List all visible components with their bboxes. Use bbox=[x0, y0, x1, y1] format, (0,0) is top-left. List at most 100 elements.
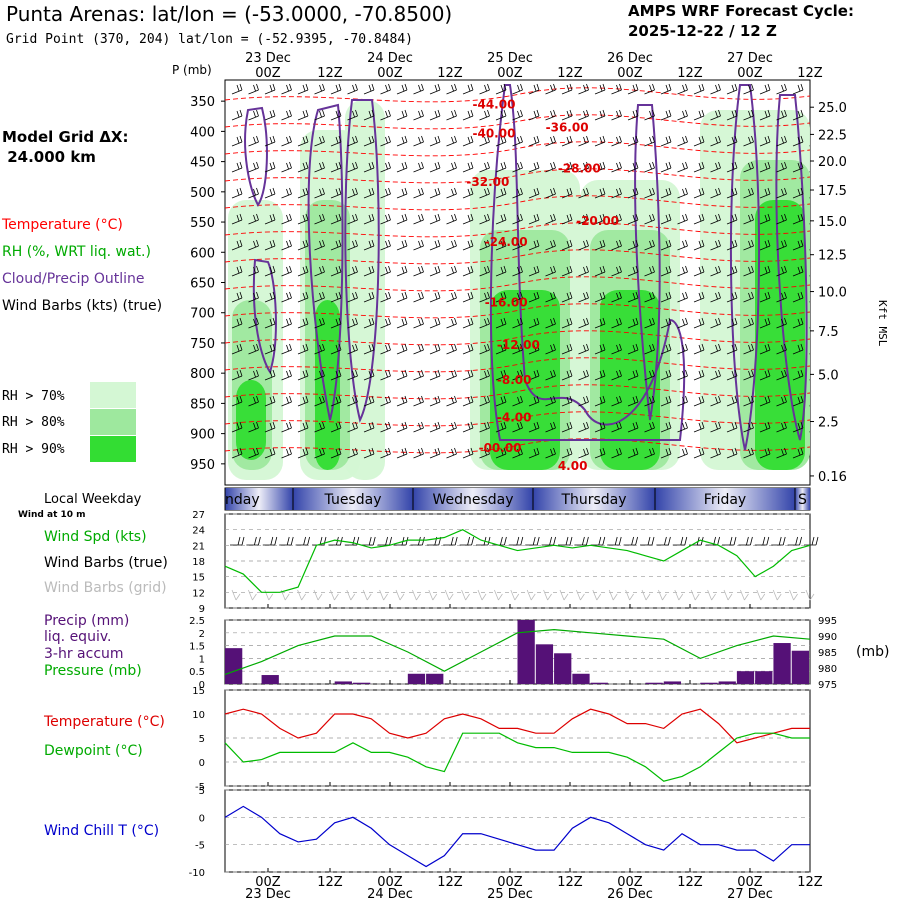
kft-tick-label: 22.5 bbox=[818, 128, 847, 143]
wind-barb-upper bbox=[776, 317, 787, 329]
wind-barb-upper bbox=[297, 265, 309, 277]
wind-barb-upper bbox=[248, 187, 259, 199]
wind-barb-upper bbox=[512, 421, 523, 433]
wind-barb-upper bbox=[743, 135, 754, 147]
wind-barb-true bbox=[443, 536, 458, 546]
wind-barb-upper bbox=[231, 369, 243, 381]
wind-barb-upper bbox=[248, 317, 259, 329]
wind-barb-upper bbox=[792, 447, 804, 459]
wind-barb-upper bbox=[314, 187, 325, 199]
wind-barb-upper bbox=[363, 83, 375, 95]
wind-barb-upper bbox=[743, 161, 754, 173]
temp-contour-1 bbox=[225, 114, 810, 130]
wind-barb-upper bbox=[792, 369, 804, 381]
wind-barb-upper bbox=[363, 239, 375, 251]
wind-barb-upper bbox=[743, 291, 754, 303]
wind-barb-grid bbox=[313, 589, 323, 601]
weekday-strip: nday Tuesday Wednesday Thursday Friday S bbox=[224, 487, 811, 511]
wind-barb-upper bbox=[677, 109, 688, 121]
wind-barb-upper bbox=[363, 291, 375, 303]
wind-barb-upper bbox=[710, 395, 721, 407]
precip-bar bbox=[535, 644, 554, 684]
wind-barb-upper bbox=[248, 83, 259, 95]
wind-barb-upper bbox=[495, 135, 507, 147]
precip-bar bbox=[645, 682, 663, 684]
rh80-swatch bbox=[90, 409, 136, 435]
wind-barb-upper bbox=[627, 213, 639, 225]
wind-barb-upper bbox=[594, 291, 606, 303]
wind-barb-upper bbox=[396, 421, 408, 433]
wind-barb-upper bbox=[710, 109, 721, 121]
wind-barb-upper bbox=[627, 395, 639, 407]
wind-barb-upper bbox=[512, 109, 523, 121]
wind-barb-upper bbox=[248, 369, 259, 381]
bottom-time-tick-label: 12Z bbox=[797, 875, 823, 890]
top-time-tick-label: 12Z bbox=[677, 66, 703, 81]
cloud-outline-3 bbox=[344, 99, 380, 423]
wind-barb-upper bbox=[594, 395, 606, 407]
wind-barb-upper bbox=[611, 343, 622, 355]
wind-barb-upper bbox=[297, 447, 309, 459]
wind-barb-upper bbox=[330, 265, 342, 277]
rh-shade-14 bbox=[600, 290, 660, 470]
temp-contour-label: -28.00 bbox=[558, 161, 601, 175]
wind-barb-upper bbox=[429, 83, 441, 95]
wind-barb-true bbox=[574, 536, 589, 546]
precip-bar bbox=[773, 643, 791, 684]
wind-barb-upper bbox=[578, 239, 589, 251]
wind-barb-upper bbox=[743, 395, 754, 407]
wind-barb-upper bbox=[660, 421, 672, 433]
chill-panel-ytick-label: -10 bbox=[189, 868, 205, 879]
legend-rh70: RH > 70% bbox=[2, 389, 65, 404]
wind-barb-upper bbox=[396, 213, 408, 225]
temp-contour-label: -40.00 bbox=[473, 126, 516, 140]
wind-barb-upper bbox=[347, 265, 358, 277]
wind-barb-upper bbox=[660, 317, 672, 329]
wind-barb-upper bbox=[413, 395, 424, 407]
wind-barb-upper bbox=[627, 317, 639, 329]
wind-barb-grid bbox=[362, 589, 372, 601]
precip-panel-ytick-label: 0 bbox=[199, 680, 205, 691]
wind-barb-upper bbox=[248, 109, 259, 121]
wind-barb-upper bbox=[413, 187, 424, 199]
wind-barb-upper bbox=[462, 317, 474, 329]
wind-barb-upper bbox=[297, 317, 309, 329]
wind-barb-upper bbox=[380, 447, 391, 459]
wind-barb-upper bbox=[248, 395, 259, 407]
wind-barb-true bbox=[361, 536, 376, 546]
cloud-outline-5 bbox=[634, 104, 661, 421]
wind-barb-upper bbox=[479, 369, 490, 381]
wind-barb-upper bbox=[578, 317, 589, 329]
wind-barb-upper bbox=[479, 187, 490, 199]
wind-barb-upper bbox=[462, 187, 474, 199]
wind-barb-upper bbox=[330, 187, 342, 199]
wind-barb-upper bbox=[677, 421, 688, 433]
wind-barb-upper bbox=[594, 265, 606, 277]
wind-barb-grid bbox=[346, 589, 356, 601]
wind-barb-upper bbox=[363, 187, 375, 199]
wind-barb-upper bbox=[594, 213, 606, 225]
wind-barb-upper bbox=[495, 447, 507, 459]
wind-barb-upper bbox=[264, 369, 276, 381]
wind-barb-true bbox=[623, 536, 638, 546]
wind-barb-upper bbox=[462, 109, 474, 121]
wind-barb-upper bbox=[809, 353, 810, 355]
wind-barb-upper bbox=[726, 135, 738, 147]
kft-tick-label: 12.5 bbox=[818, 249, 847, 264]
precip-bar bbox=[700, 682, 718, 684]
wind-barb-upper bbox=[660, 83, 672, 95]
temp-contour-label: -8.00 bbox=[497, 373, 532, 387]
wind-barb-upper bbox=[264, 135, 276, 147]
wind-barb-upper bbox=[248, 213, 259, 225]
wind-barb-upper bbox=[462, 421, 474, 433]
wind-barb-upper bbox=[314, 395, 325, 407]
wind-barb-upper bbox=[446, 239, 457, 251]
weekday-label: Wednesday bbox=[432, 492, 513, 508]
wind-barb-upper bbox=[627, 291, 639, 303]
wind-barb-upper bbox=[248, 265, 259, 277]
wind-barb-upper bbox=[710, 135, 721, 147]
wind-barb-upper bbox=[396, 369, 408, 381]
wind-barb-upper bbox=[726, 187, 738, 199]
weekday-cell bbox=[533, 488, 655, 510]
